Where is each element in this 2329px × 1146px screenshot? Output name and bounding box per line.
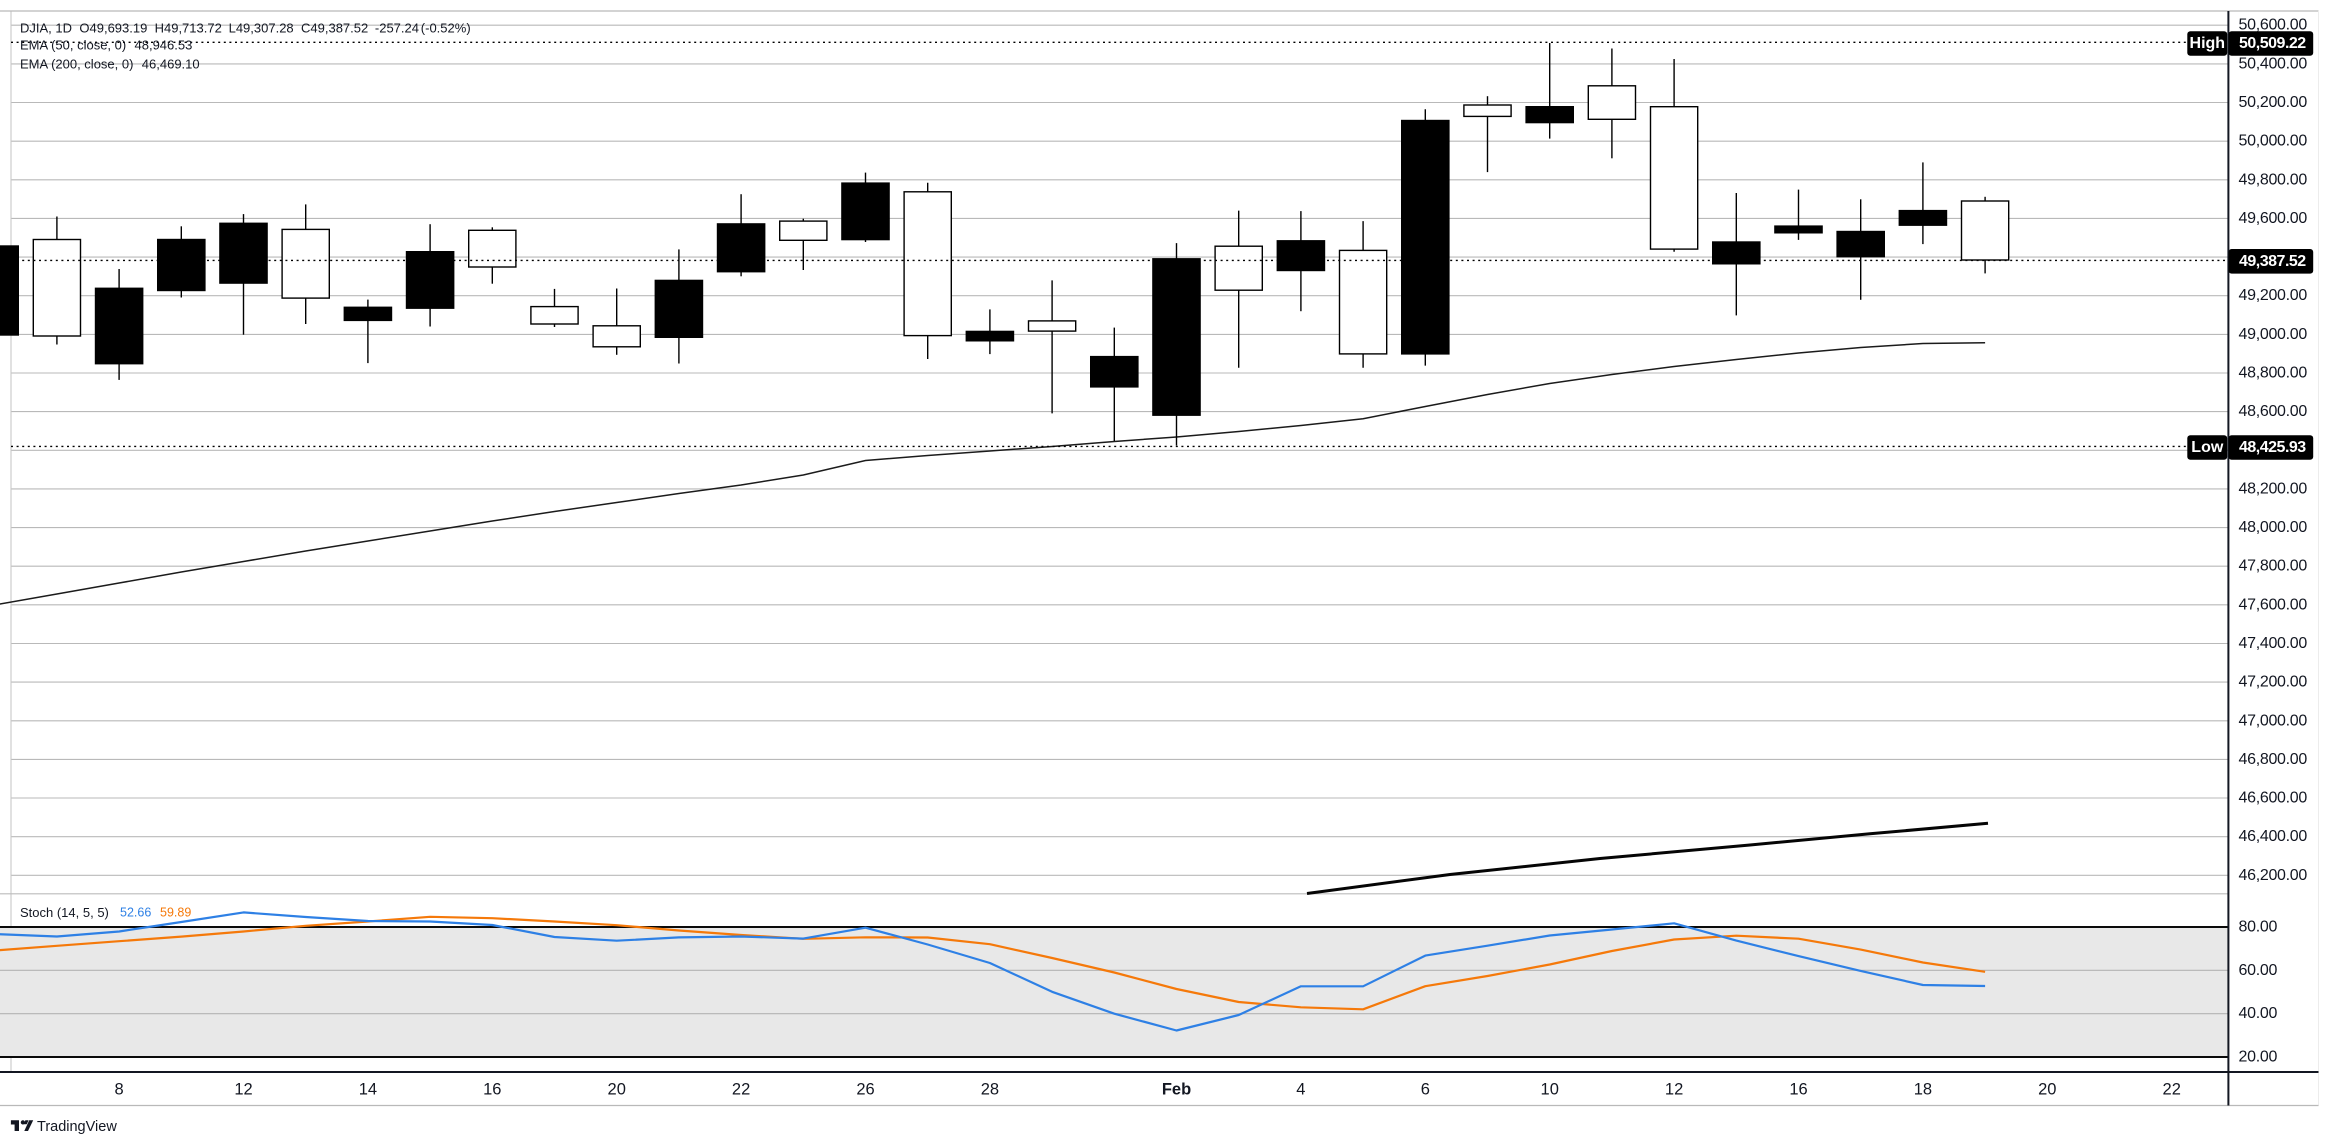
svg-text:12: 12: [1665, 1081, 1683, 1099]
svg-text:28: 28: [981, 1081, 999, 1099]
svg-text:20: 20: [608, 1081, 626, 1099]
svg-text:H49,713.72: H49,713.72: [155, 21, 222, 36]
svg-text:46,469.10: 46,469.10: [142, 57, 200, 72]
svg-text:47,400.00: 47,400.00: [2239, 635, 2308, 652]
svg-text:DJIA, 1D: DJIA, 1D: [20, 21, 72, 36]
svg-text:C49,387.52: C49,387.52: [301, 21, 368, 36]
svg-text:16: 16: [1789, 1081, 1807, 1099]
svg-text:47,600.00: 47,600.00: [2239, 596, 2308, 613]
svg-text:49,800.00: 49,800.00: [2239, 171, 2308, 188]
svg-text:48,000.00: 48,000.00: [2239, 519, 2308, 536]
svg-text:4: 4: [1296, 1081, 1305, 1099]
svg-text:22: 22: [732, 1081, 750, 1099]
svg-text:Feb: Feb: [1162, 1081, 1191, 1099]
svg-text:47,200.00: 47,200.00: [2239, 674, 2308, 691]
svg-text:6: 6: [1421, 1081, 1430, 1099]
svg-text:52.66: 52.66: [120, 906, 151, 920]
svg-text:49,000.00: 49,000.00: [2239, 326, 2308, 343]
svg-text:16: 16: [483, 1081, 501, 1099]
svg-text:High: High: [2190, 35, 2226, 52]
svg-text:48,200.00: 48,200.00: [2239, 480, 2308, 497]
svg-text:50,000.00: 50,000.00: [2239, 133, 2308, 150]
svg-text:49,200.00: 49,200.00: [2239, 287, 2308, 304]
svg-text:20.00: 20.00: [2239, 1049, 2278, 1066]
svg-text:50,509.22: 50,509.22: [2239, 35, 2306, 52]
svg-text:26: 26: [856, 1081, 874, 1099]
svg-text:TradingView: TradingView: [37, 1119, 117, 1135]
svg-text:46,400.00: 46,400.00: [2239, 828, 2308, 845]
svg-text:46,600.00: 46,600.00: [2239, 790, 2308, 807]
svg-text:47,000.00: 47,000.00: [2239, 712, 2308, 729]
svg-text:(-0.52%): (-0.52%): [421, 21, 471, 36]
svg-text:50,400.00: 50,400.00: [2239, 55, 2308, 72]
svg-text:-257.24: -257.24: [375, 21, 419, 36]
svg-text:48,425.93: 48,425.93: [2239, 439, 2306, 456]
svg-text:48,946.53: 48,946.53: [135, 37, 193, 52]
svg-text:EMA (200, close, 0): EMA (200, close, 0): [20, 57, 133, 72]
svg-text:Stoch (14, 5, 5): Stoch (14, 5, 5): [20, 905, 109, 920]
svg-text:22: 22: [2163, 1081, 2181, 1099]
svg-text:60.00: 60.00: [2239, 962, 2278, 979]
svg-text:EMA (50, close, 0): EMA (50, close, 0): [20, 37, 126, 52]
svg-text:14: 14: [359, 1081, 377, 1099]
svg-text:48,600.00: 48,600.00: [2239, 403, 2308, 420]
svg-text:Low: Low: [2191, 439, 2224, 456]
svg-text:18: 18: [1914, 1081, 1932, 1099]
svg-text:40.00: 40.00: [2239, 1005, 2278, 1022]
svg-text:49,387.52: 49,387.52: [2239, 253, 2306, 270]
svg-text:12: 12: [234, 1081, 252, 1099]
svg-text:49,600.00: 49,600.00: [2239, 210, 2308, 227]
svg-text:50,200.00: 50,200.00: [2239, 94, 2308, 111]
svg-text:O49,693.19: O49,693.19: [79, 21, 147, 36]
svg-text:L49,307.28: L49,307.28: [229, 21, 294, 36]
svg-text:80.00: 80.00: [2239, 919, 2278, 936]
svg-text:48,800.00: 48,800.00: [2239, 365, 2308, 382]
svg-text:50,600.00: 50,600.00: [2239, 17, 2308, 34]
svg-text:46,800.00: 46,800.00: [2239, 751, 2308, 768]
svg-text:46,200.00: 46,200.00: [2239, 867, 2308, 884]
svg-text:47,800.00: 47,800.00: [2239, 558, 2308, 575]
svg-text:59.89: 59.89: [160, 906, 191, 920]
svg-text:10: 10: [1541, 1081, 1559, 1099]
svg-text:20: 20: [2038, 1081, 2056, 1099]
svg-text:8: 8: [115, 1081, 124, 1099]
